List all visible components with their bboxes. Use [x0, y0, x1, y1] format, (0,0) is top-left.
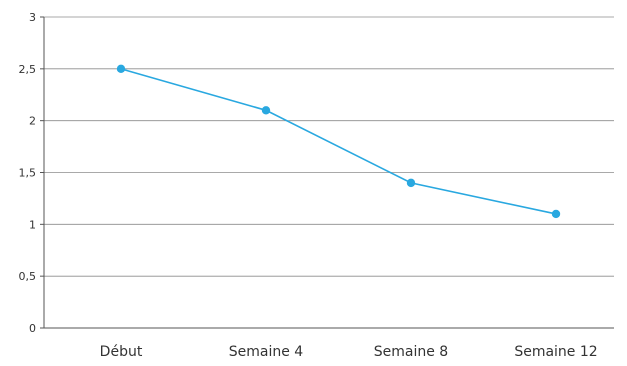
data-point — [406, 178, 416, 188]
y-tick-label: 0,5 — [19, 270, 37, 283]
data-point — [261, 106, 271, 115]
x-tick-label: Début — [100, 344, 143, 360]
x-axis-ticks: Début Semaine 4 Semaine 8 Semaine 12 — [100, 344, 598, 360]
y-axis-ticks: 0 0,5 1 1,5 2 2,5 3 — [19, 11, 44, 335]
x-tick-label: Semaine 8 — [374, 344, 448, 360]
y-tick-label: 2 — [29, 115, 36, 128]
y-tick-label: 1,5 — [19, 167, 37, 180]
y-tick-label: 3 — [29, 11, 36, 24]
y-tick-label: 2,5 — [19, 63, 37, 76]
data-point — [551, 209, 561, 219]
series-line — [120, 68, 557, 215]
y-tick-label: 0 — [29, 322, 36, 335]
gridlines — [44, 16, 614, 277]
series-layer — [116, 64, 561, 219]
x-tick-label: Semaine 12 — [514, 344, 597, 360]
x-tick-label: Semaine 4 — [229, 344, 304, 360]
y-tick-label: 1 — [29, 218, 36, 231]
data-point — [116, 64, 126, 74]
